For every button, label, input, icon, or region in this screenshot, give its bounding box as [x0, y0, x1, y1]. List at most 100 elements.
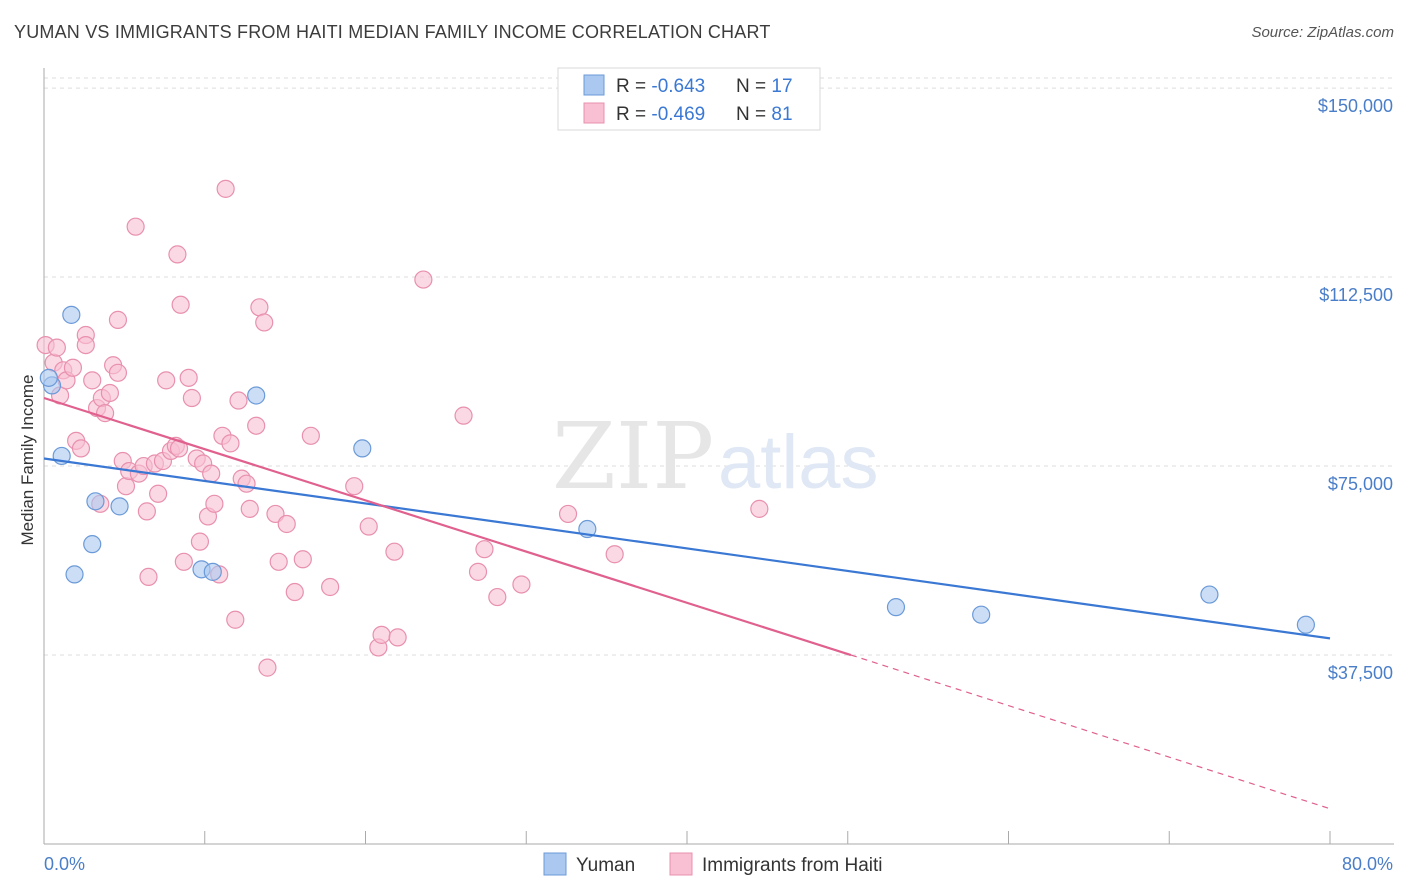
haiti-point: [359, 517, 378, 536]
yuman-trend-line: [43, 457, 1331, 640]
haiti-point: [321, 577, 340, 597]
svg-text:N = 17: N = 17: [736, 76, 793, 97]
haiti-point: [293, 550, 312, 569]
haiti-point: [179, 368, 198, 387]
haiti-point: [266, 504, 285, 524]
yuman-r-label: R =: [616, 76, 651, 97]
haiti-trend-extension: [850, 654, 1331, 810]
haiti-point: [372, 625, 391, 644]
haiti-point: [100, 383, 120, 403]
stats-legend: R = -0.643 N = 17 R = -0.469 N = 81: [557, 67, 821, 131]
haiti-point: [139, 567, 158, 587]
trend-lines: [43, 396, 1331, 810]
haiti-point: [558, 504, 578, 524]
haiti-point: [750, 499, 769, 518]
tick-labels: $37,500 $75,000 $112,500 $150,000 0.0% 80.0%: [44, 96, 1393, 874]
yuman-point: [1296, 615, 1315, 634]
yuman-n-value: 17: [771, 76, 792, 97]
haiti-point: [71, 439, 91, 458]
yuman-point: [110, 497, 129, 516]
haiti-point: [488, 587, 507, 607]
watermark-zip: ZIP: [552, 403, 714, 510]
svg-text:N = 81: N = 81: [736, 104, 793, 125]
haiti-point: [149, 484, 168, 503]
haiti-swatch: [583, 102, 605, 124]
haiti-point: [512, 575, 531, 594]
x-tick-label: 0.0%: [44, 854, 85, 874]
y-tick-label: $75,000: [1328, 474, 1393, 494]
haiti-point: [414, 270, 433, 289]
yuman-n-label: N =: [736, 76, 771, 97]
y-tick-label: $37,500: [1328, 663, 1393, 683]
haiti-point: [157, 371, 176, 390]
haiti-point: [108, 363, 128, 382]
haiti-point: [116, 477, 136, 496]
haiti-point: [605, 545, 624, 564]
svg-text:R = -0.643: R = -0.643: [616, 76, 705, 97]
data-points: [36, 179, 1315, 677]
haiti-point: [168, 245, 187, 264]
haiti-point: [269, 552, 288, 571]
haiti-point: [95, 404, 115, 423]
haiti-point: [190, 532, 210, 551]
haiti-point: [345, 477, 364, 496]
haiti-point: [454, 406, 473, 425]
series-legend: Yuman Immigrants from Haiti: [543, 852, 883, 876]
haiti-point: [385, 542, 404, 561]
axes: [43, 68, 1394, 845]
chart-title: YUMAN VS IMMIGRANTS FROM HAITI MEDIAN FA…: [14, 22, 771, 42]
haiti-point: [258, 658, 277, 677]
haiti-point: [226, 610, 245, 629]
haiti-point: [255, 313, 274, 332]
y-tick-label: $150,000: [1318, 96, 1393, 116]
haiti-point: [182, 388, 201, 408]
watermark-atlas: atlas: [718, 420, 879, 505]
haiti-n-value: 81: [771, 104, 792, 125]
haiti-point: [202, 464, 221, 483]
legend-haiti-label: Immigrants from Haiti: [702, 855, 883, 876]
haiti-point: [301, 426, 320, 445]
haiti-trend-line: [43, 396, 852, 657]
haiti-point: [63, 358, 83, 377]
watermark: ZIP atlas: [552, 403, 879, 510]
haiti-point: [250, 298, 269, 317]
haiti-n-label: N =: [736, 104, 771, 125]
haiti-point: [277, 514, 296, 534]
yuman-point: [62, 305, 81, 324]
yuman-point: [1200, 585, 1219, 604]
yuman-point: [353, 439, 372, 458]
haiti-point: [47, 338, 66, 357]
y-tick-label: $112,500: [1319, 285, 1393, 305]
haiti-point: [475, 540, 494, 559]
yuman-point: [203, 562, 222, 581]
haiti-point: [240, 499, 259, 518]
haiti-point: [76, 335, 95, 355]
yuman-r-value: -0.643: [651, 76, 705, 97]
legend-haiti-swatch: [669, 852, 693, 876]
yuman-point: [886, 598, 906, 617]
haiti-point: [237, 474, 256, 493]
yuman-point: [247, 386, 266, 405]
legend-yuman-label: Yuman: [576, 855, 635, 876]
haiti-r-value: -0.469: [651, 104, 705, 125]
haiti-point: [174, 552, 193, 571]
chart-source: Source: ZipAtlas.com: [1251, 24, 1394, 41]
yuman-point: [972, 605, 991, 624]
haiti-point: [126, 217, 145, 236]
yuman-point: [86, 492, 105, 511]
haiti-point: [247, 416, 266, 435]
yuman-swatch: [583, 74, 605, 96]
haiti-point: [468, 562, 488, 581]
legend-yuman-swatch: [543, 852, 567, 876]
yuman-point: [65, 565, 84, 584]
haiti-point: [229, 391, 248, 410]
haiti-point: [171, 295, 190, 314]
haiti-point: [108, 310, 128, 329]
svg-text:R = -0.469: R = -0.469: [616, 104, 705, 125]
haiti-r-label: R =: [616, 104, 651, 125]
yuman-point: [39, 368, 58, 387]
haiti-point: [205, 494, 224, 513]
haiti-point: [221, 434, 240, 453]
x-tick-label: 80.0%: [1342, 854, 1393, 874]
